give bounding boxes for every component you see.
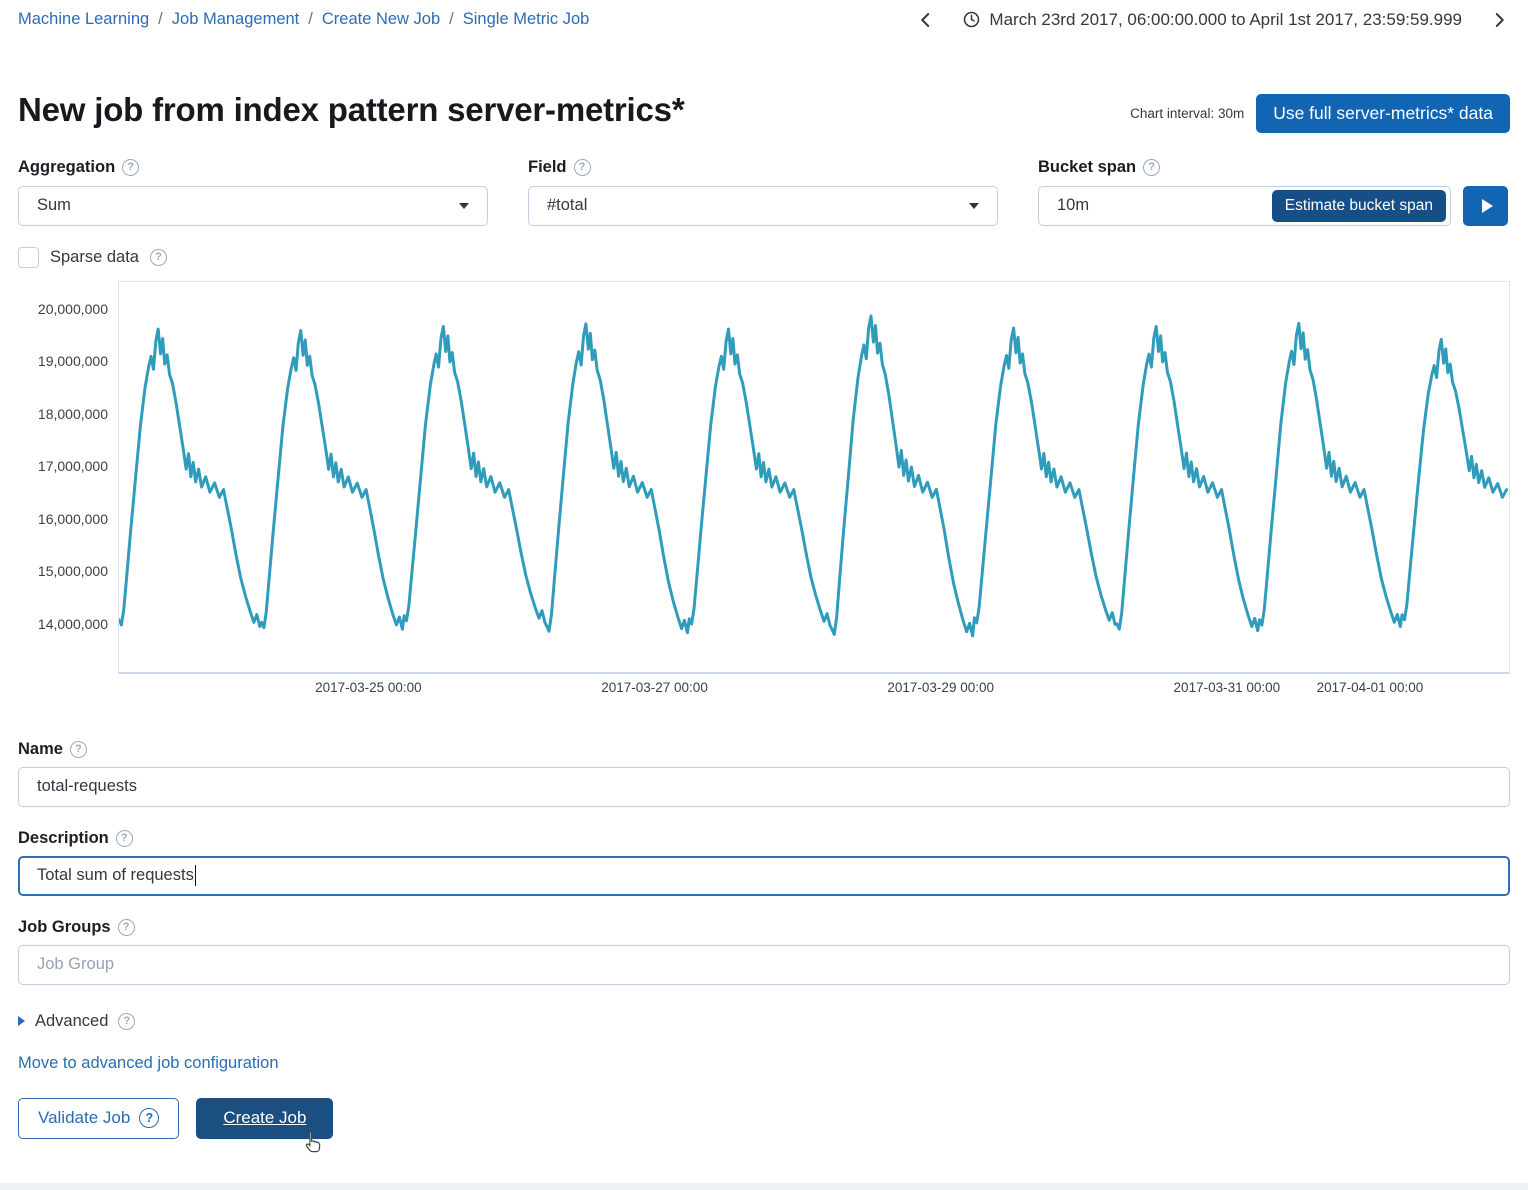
- aggregation-group: Aggregation ? Sum: [18, 158, 488, 226]
- clock-icon: [964, 11, 980, 28]
- y-axis-labels: 20,000,000 19,000,000 18,000,000 17,000,000…: [18, 281, 108, 674]
- move-to-advanced-link[interactable]: Move to advanced job configuration: [18, 1053, 279, 1072]
- time-back-chevron-icon[interactable]: [915, 9, 937, 31]
- y-tick-label: 15,000,000: [37, 563, 108, 580]
- text-cursor: [194, 865, 197, 887]
- time-range-picker[interactable]: March 23rd 2017, 06:00:00.000 to April 1…: [963, 10, 1462, 30]
- validate-job-button[interactable]: Validate Job ?: [18, 1097, 180, 1139]
- y-tick-label: 14,000,000: [37, 615, 108, 632]
- top-bar: Machine Learning / Job Management / Crea…: [18, 0, 1510, 32]
- chevron-right-icon: [18, 1016, 25, 1027]
- breadcrumb-create-new-job[interactable]: Create New Job: [321, 10, 441, 28]
- metric-line-chart: [119, 314, 1509, 638]
- advanced-help-icon[interactable]: ?: [118, 1012, 136, 1030]
- create-job-label: Create Job: [223, 1108, 307, 1128]
- advanced-toggle[interactable]: Advanced ?: [18, 1011, 136, 1031]
- field-group: Field ? #total: [528, 158, 998, 226]
- aggregation-select[interactable]: Sum: [18, 185, 488, 226]
- field-help-icon[interactable]: ?: [573, 158, 591, 176]
- field-label: Field ?: [528, 158, 998, 177]
- play-button[interactable]: [1463, 185, 1508, 226]
- validate-job-label: Validate Job: [38, 1108, 131, 1128]
- chart-plot-area: [118, 280, 1510, 674]
- question-icon: ?: [139, 1108, 160, 1129]
- chart-interval-label: Chart interval: 30m: [1130, 106, 1245, 121]
- name-help-icon[interactable]: ?: [69, 740, 87, 758]
- description-label-text: Description: [18, 828, 109, 847]
- page-title: New job from index pattern server-metric…: [18, 91, 685, 128]
- job-name-input[interactable]: [18, 766, 1510, 807]
- time-forward-chevron-icon[interactable]: [1488, 9, 1510, 31]
- estimate-bucket-span-button[interactable]: Estimate bucket span: [1271, 189, 1446, 222]
- y-tick-label: 20,000,000: [37, 300, 108, 317]
- time-range-label: March 23rd 2017, 06:00:00.000 to April 1…: [989, 9, 1462, 29]
- metric-preview-chart: 20,000,000 19,000,000 18,000,000 17,000,000…: [18, 280, 1510, 704]
- play-icon: [1481, 198, 1493, 213]
- sparse-data-label: Sparse data: [50, 247, 139, 266]
- ml-single-metric-job-page: Machine Learning / Job Management / Crea…: [18, 0, 1510, 1152]
- x-tick-label: 2017-04-01 00:00: [1316, 679, 1424, 695]
- field-label-text: Field: [528, 157, 567, 176]
- action-buttons: Validate Job ? Create Job: [18, 1097, 1510, 1152]
- breadcrumb: Machine Learning / Job Management / Crea…: [18, 10, 589, 29]
- breadcrumb-machine-learning[interactable]: Machine Learning: [18, 10, 150, 28]
- aggregation-help-icon[interactable]: ?: [122, 158, 140, 176]
- bucket-span-label-text: Bucket span: [1038, 157, 1137, 176]
- sparse-data-help-icon[interactable]: ?: [149, 248, 167, 266]
- x-tick-label: 2017-03-27 00:00: [601, 679, 708, 695]
- job-groups-label-text: Job Groups: [18, 917, 111, 936]
- y-tick-label: 19,000,000: [37, 353, 108, 370]
- sparse-data-row: Sparse data ?: [18, 246, 1510, 268]
- breadcrumb-single-metric-job[interactable]: Single Metric Job: [462, 10, 590, 28]
- bucket-span-group: Bucket span ? Estimate bucket span: [1038, 158, 1508, 226]
- chevron-down-icon: [969, 202, 979, 209]
- bucket-span-help-icon[interactable]: ?: [1143, 158, 1161, 176]
- breadcrumb-separator: /: [158, 10, 163, 28]
- y-tick-label: 16,000,000: [37, 510, 108, 527]
- field-select[interactable]: #total: [528, 185, 998, 226]
- job-groups-group: Job Groups ?: [18, 918, 1510, 985]
- advanced-label: Advanced: [35, 1011, 109, 1030]
- breadcrumb-separator: /: [308, 10, 313, 28]
- title-row: New job from index pattern server-metric…: [18, 84, 1510, 136]
- page-bottom-strip: [0, 1183, 1528, 1190]
- name-group: Name ?: [18, 740, 1510, 807]
- name-label: Name ?: [18, 740, 1510, 759]
- x-tick-label: 2017-03-29 00:00: [887, 679, 994, 695]
- job-groups-help-icon[interactable]: ?: [117, 918, 135, 936]
- metric-line: [119, 314, 1509, 638]
- breadcrumb-job-management[interactable]: Job Management: [171, 10, 300, 28]
- field-value: #total: [547, 196, 588, 215]
- title-right-controls: Chart interval: 30m Use full server-metr…: [1130, 84, 1510, 136]
- description-value: Total sum of requests: [37, 866, 194, 885]
- job-description-input[interactable]: Total sum of requests: [18, 855, 1510, 896]
- y-tick-label: 18,000,000: [37, 405, 108, 422]
- description-label: Description ?: [18, 829, 1510, 848]
- name-label-text: Name: [18, 739, 63, 758]
- use-full-data-button[interactable]: Use full server-metrics* data: [1256, 94, 1510, 133]
- job-config-row: Aggregation ? Sum Field ? #total: [18, 158, 1510, 226]
- description-help-icon[interactable]: ?: [115, 829, 133, 847]
- sparse-data-checkbox[interactable]: [18, 246, 39, 268]
- mouse-hand-cursor: [306, 1131, 321, 1152]
- job-groups-input[interactable]: [18, 944, 1510, 985]
- description-group: Description ? Total sum of requests: [18, 829, 1510, 896]
- aggregation-label-text: Aggregation: [18, 157, 116, 176]
- breadcrumb-separator: /: [449, 10, 454, 28]
- x-axis-labels: 2017-03-25 00:00 2017-03-27 00:00 2017-03-…: [118, 680, 1510, 704]
- aggregation-label: Aggregation ?: [18, 158, 488, 177]
- x-tick-label: 2017-03-25 00:00: [315, 679, 422, 695]
- y-tick-label: 17,000,000: [37, 458, 108, 475]
- chevron-down-icon: [459, 202, 469, 209]
- aggregation-value: Sum: [37, 196, 71, 215]
- bucket-span-label: Bucket span ?: [1038, 158, 1508, 177]
- x-tick-label: 2017-03-31 00:00: [1173, 679, 1281, 695]
- job-groups-label: Job Groups ?: [18, 918, 1510, 937]
- time-range-header: March 23rd 2017, 06:00:00.000 to April 1…: [915, 9, 1510, 31]
- create-job-button[interactable]: Create Job: [196, 1097, 334, 1152]
